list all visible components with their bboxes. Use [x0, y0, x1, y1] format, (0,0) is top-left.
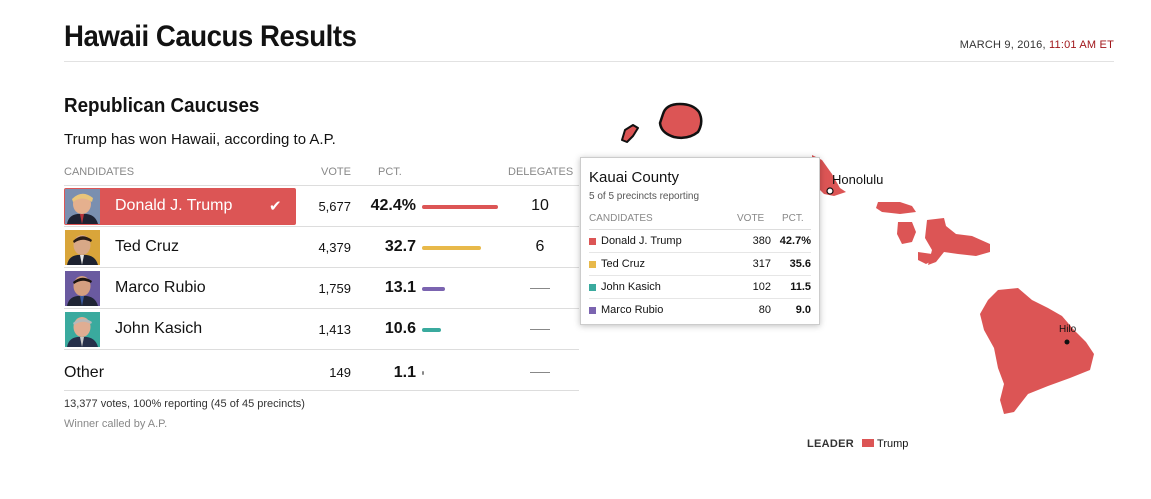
candidate-vote: 149: [329, 365, 351, 380]
dateline-time: 11:01 AM ET: [1049, 39, 1114, 51]
tooltip-header: CANDIDATES VOTE PCT.: [589, 208, 811, 230]
map-legend: LEADER Trump: [807, 438, 908, 450]
no-delegates-dash: [530, 329, 550, 330]
pct-bar: [422, 287, 446, 291]
candidate-pct: 32.7: [384, 238, 416, 255]
candidate-row-trump[interactable]: Donald J. Trump ✔ 5,677 42.4% 10: [64, 186, 579, 227]
tooltip-subtitle: 5 of 5 precincts reporting: [589, 191, 700, 202]
kauai-island[interactable]: [658, 102, 703, 140]
candidate-vote: 5,677: [318, 199, 351, 214]
candidate-row-other[interactable]: Other 149 1.1: [64, 350, 579, 391]
molokai-island[interactable]: [876, 202, 916, 214]
results-table: CANDIDATES VOTE PCT. DELEGATES Donald J.…: [64, 160, 579, 391]
candidate-pct: 10.6: [384, 320, 416, 337]
header-vote: VOTE: [321, 166, 351, 178]
trump-photo: [65, 189, 100, 224]
tooltip-vote: 80: [758, 304, 771, 316]
candidate-pct: 42.4%: [370, 197, 416, 214]
niihau-island[interactable]: [621, 124, 639, 143]
tooltip-pct: 42.7%: [779, 235, 811, 247]
tooltip-candidate-name: John Kasich: [601, 281, 661, 293]
candidate-name: Ted Cruz: [115, 238, 180, 255]
section-title: Republican Caucuses: [64, 95, 260, 117]
tooltip-row: Ted Cruz 317 35.6: [589, 253, 811, 276]
tooltip-vote: 102: [752, 281, 771, 293]
header-candidates: CANDIDATES: [64, 166, 135, 178]
candidate-swatch: [589, 238, 596, 245]
tooltip-pct: 9.0: [795, 304, 811, 316]
no-delegates-dash: [530, 288, 550, 289]
candidate-row-cruz[interactable]: Ted Cruz 4,379 32.7 6: [64, 227, 579, 268]
legend-item: Trump: [877, 438, 909, 450]
cruz-photo: [65, 230, 100, 265]
county-tooltip: Kauai County 5 of 5 precincts reporting …: [580, 157, 820, 325]
hilo-marker: [1064, 339, 1070, 345]
winner-highlight: [64, 188, 296, 225]
winner-check-icon: ✔: [269, 198, 282, 215]
tooltip-pct: 35.6: [789, 258, 811, 270]
tooltip-header-pct: PCT.: [782, 213, 804, 224]
candidate-name: Marco Rubio: [115, 279, 206, 296]
candidate-swatch: [589, 284, 596, 291]
rubio-photo: [65, 271, 100, 306]
lanai-island[interactable]: [897, 222, 916, 244]
candidate-swatch: [589, 307, 596, 314]
tooltip-vote: 380: [752, 235, 771, 247]
candidate-vote: 1,759: [318, 281, 351, 296]
tooltip-candidate-name: Ted Cruz: [601, 258, 646, 270]
tooltip-pct: 11.5: [790, 281, 811, 293]
header-pct: PCT.: [378, 166, 402, 178]
maui-island[interactable]: [925, 218, 990, 265]
candidate-row-rubio[interactable]: Marco Rubio 1,759 13.1: [64, 268, 579, 309]
candidate-vote: 4,379: [318, 240, 351, 255]
tooltip-header-candidates: CANDIDATES: [589, 213, 653, 224]
legend-swatch: [862, 439, 875, 447]
no-delegates-dash: [530, 372, 550, 373]
candidate-name: Other: [64, 364, 105, 381]
honolulu-marker: [826, 187, 834, 195]
page-title: Hawaii Caucus Results: [64, 20, 357, 53]
tooltip-row: John Kasich 102 11.5: [589, 276, 811, 299]
pct-bar: [422, 205, 498, 209]
kahoolawe-island[interactable]: [918, 252, 934, 264]
pct-bar: [422, 328, 441, 332]
hawaii-big-island[interactable]: [980, 288, 1094, 414]
race-summary: Trump has won Hawaii, according to A.P.: [64, 131, 336, 148]
tooltip-row: Marco Rubio 80 9.0: [589, 299, 811, 322]
honolulu-label: Honolulu: [832, 172, 883, 187]
tooltip-row: Donald J. Trump 380 42.7%: [589, 230, 811, 253]
called-footer: Winner called by A.P.: [64, 418, 168, 430]
candidate-delegates: 6: [535, 238, 545, 255]
header-delegates: DELEGATES: [508, 166, 574, 178]
candidate-name: John Kasich: [115, 320, 203, 337]
candidate-row-kasich[interactable]: John Kasich 1,413 10.6: [64, 309, 579, 350]
candidate-vote: 1,413: [318, 322, 351, 337]
results-table-header: CANDIDATES VOTE PCT. DELEGATES: [64, 160, 579, 186]
candidate-pct: 13.1: [384, 279, 416, 296]
kasich-photo: [65, 312, 100, 347]
title-divider: [64, 61, 1114, 62]
tooltip-title: Kauai County: [589, 169, 680, 186]
candidate-name: Donald J. Trump: [115, 197, 233, 214]
candidate-pct: 1.1: [393, 364, 416, 381]
pct-bar: [422, 371, 424, 375]
candidate-swatch: [589, 261, 596, 268]
candidate-delegates: 10: [531, 197, 549, 214]
tooltip-header-vote: VOTE: [737, 213, 765, 224]
hilo-label: Hilo: [1059, 324, 1077, 335]
tooltip-vote: 317: [752, 258, 771, 270]
reporting-footer: 13,377 votes, 100% reporting (45 of 45 p…: [64, 398, 305, 410]
pct-bar: [422, 246, 481, 250]
dateline: MARCH 9, 2016, 11:01 AM ET: [960, 39, 1114, 51]
legend-label: LEADER: [807, 438, 855, 450]
oahu-island[interactable]: [812, 155, 846, 196]
tooltip-candidate-name: Marco Rubio: [601, 304, 664, 316]
tooltip-candidate-name: Donald J. Trump: [601, 235, 682, 247]
hawaii-county-map: Honolulu Hilo: [600, 90, 1151, 430]
dateline-date: MARCH 9, 2016,: [959, 39, 1046, 51]
